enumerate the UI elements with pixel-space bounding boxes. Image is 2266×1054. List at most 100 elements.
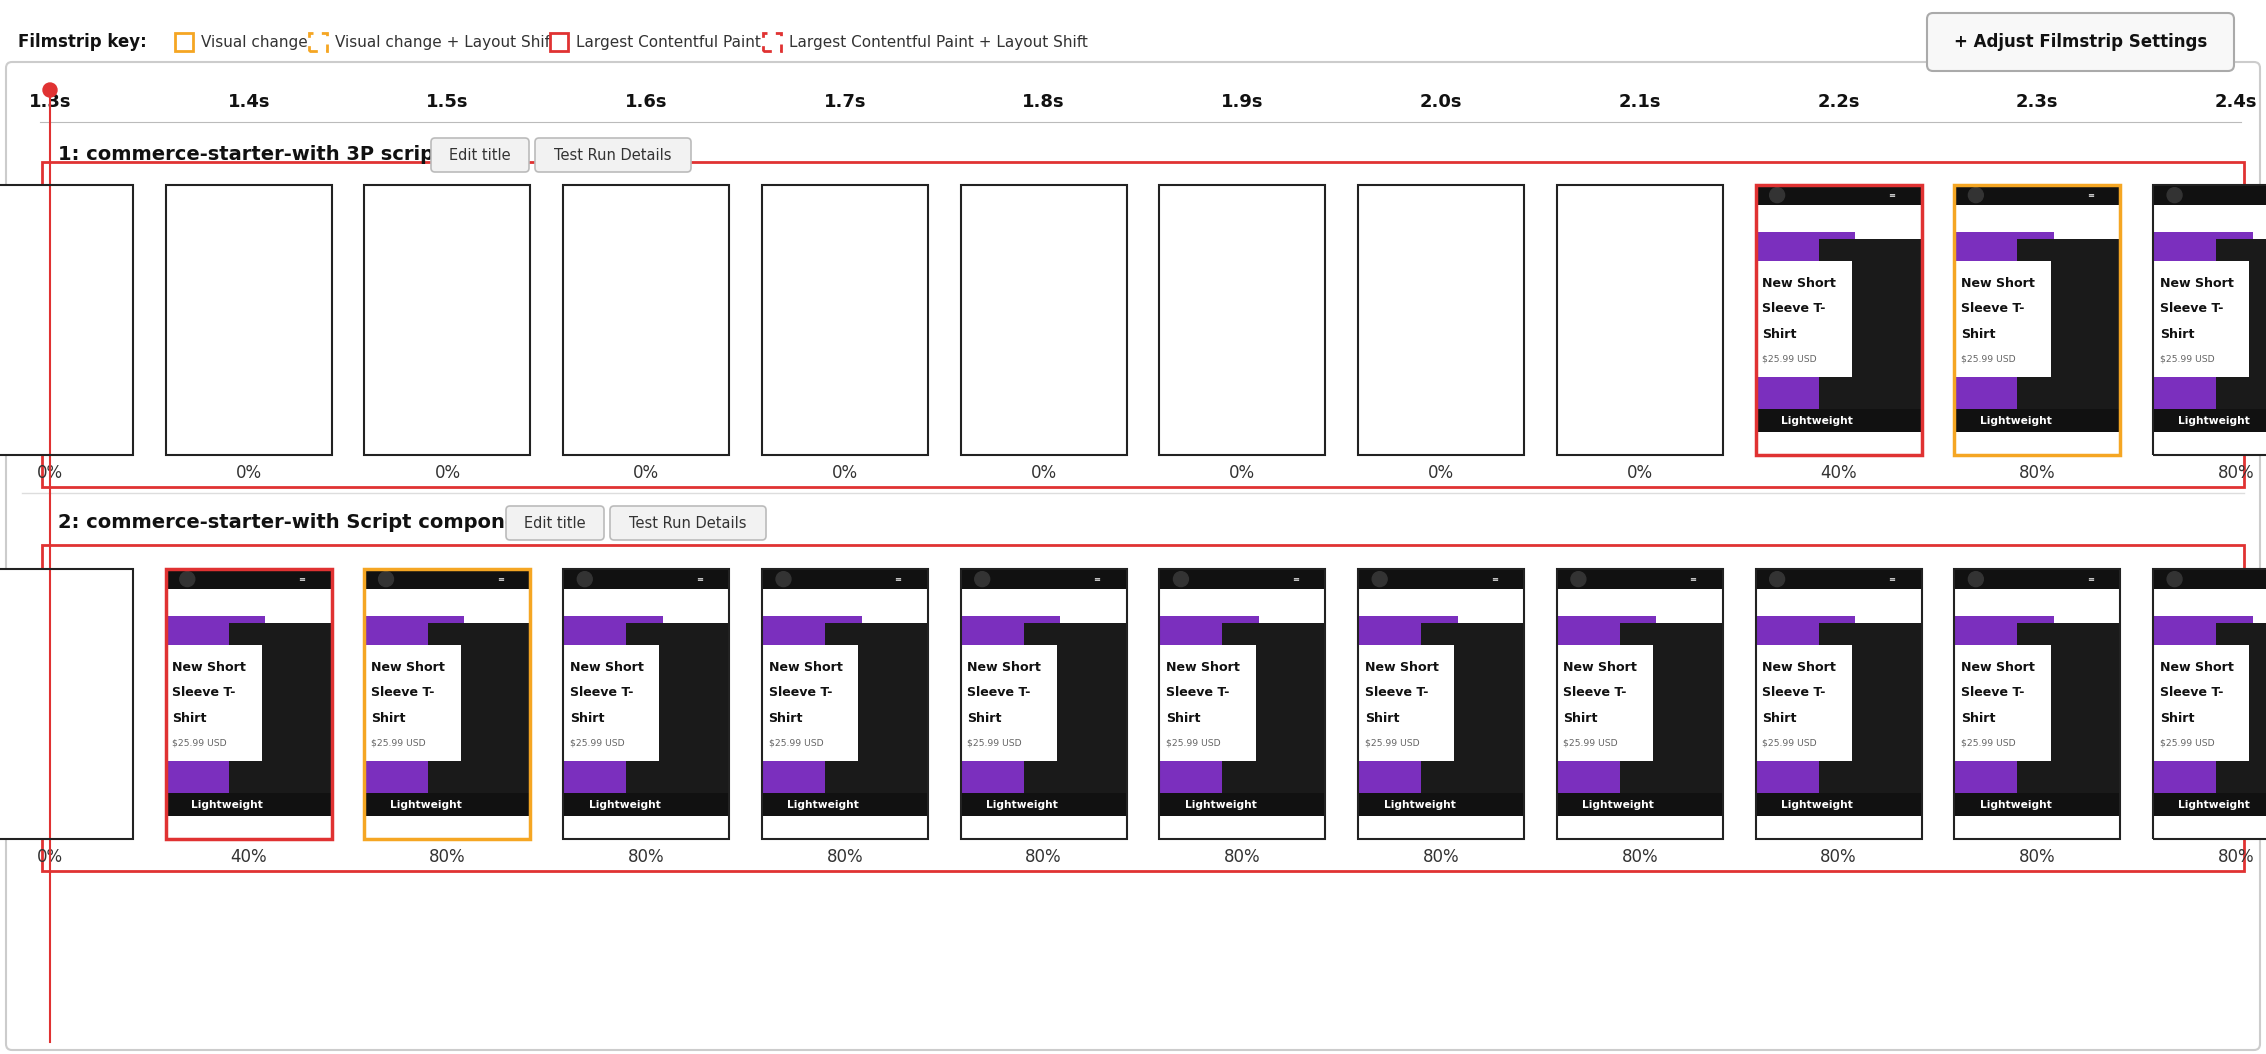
Text: 80%: 80%: [428, 848, 467, 866]
Text: 80%: 80%: [1423, 848, 1459, 866]
Bar: [1756, 186, 1922, 455]
Text: Sleeve T-: Sleeve T-: [1364, 686, 1428, 700]
Circle shape: [578, 571, 591, 587]
Text: Sleeve T-: Sleeve T-: [172, 686, 236, 700]
Text: 1.5s: 1.5s: [426, 93, 469, 111]
Bar: [165, 186, 331, 455]
Bar: [1024, 623, 1126, 806]
Text: Largest Contentful Paint + Layout Shift: Largest Contentful Paint + Layout Shift: [789, 35, 1088, 50]
Text: ≡: ≡: [1491, 574, 1498, 584]
Circle shape: [1969, 571, 1983, 587]
Text: Test Run Details: Test Run Details: [630, 515, 748, 530]
Bar: [1953, 569, 2121, 839]
Bar: [961, 569, 1126, 839]
Circle shape: [974, 571, 990, 587]
Text: 0%: 0%: [36, 848, 63, 866]
Text: 2.0s: 2.0s: [1421, 93, 1462, 111]
Text: $25.99 USD: $25.99 USD: [1763, 738, 1817, 747]
Bar: [1756, 569, 1922, 589]
Bar: [1357, 569, 1525, 589]
Bar: [365, 569, 530, 839]
Text: New Short: New Short: [569, 661, 644, 674]
Text: Shirt: Shirt: [1960, 328, 1996, 341]
Text: 1.4s: 1.4s: [227, 93, 270, 111]
Bar: [1756, 793, 1922, 816]
Bar: [564, 186, 730, 455]
Text: 40%: 40%: [1820, 464, 1856, 482]
FancyBboxPatch shape: [431, 138, 528, 172]
Bar: [961, 186, 1126, 455]
Bar: [1953, 793, 2121, 816]
Text: 1.8s: 1.8s: [1022, 93, 1065, 111]
Circle shape: [1570, 571, 1586, 587]
Text: Shirt: Shirt: [768, 713, 802, 725]
Bar: [1953, 232, 2053, 432]
Text: New Short: New Short: [172, 661, 247, 674]
Bar: [961, 793, 1126, 816]
Bar: [551, 33, 569, 51]
Text: Lightweight: Lightweight: [1781, 415, 1854, 426]
Text: 0%: 0%: [632, 464, 659, 482]
Text: New Short: New Short: [1763, 277, 1835, 290]
Text: Lightweight: Lightweight: [1781, 800, 1854, 809]
Bar: [1557, 569, 1722, 589]
Bar: [1160, 617, 1260, 816]
Text: Visual change + Layout Shift: Visual change + Layout Shift: [335, 35, 555, 50]
Bar: [0, 186, 134, 455]
Bar: [1953, 186, 2121, 206]
Bar: [1357, 617, 1457, 816]
Text: ≡: ≡: [299, 574, 306, 584]
Bar: [1557, 645, 1654, 761]
Bar: [1953, 260, 2051, 376]
Text: Lightweight: Lightweight: [1185, 800, 1258, 809]
Bar: [1756, 409, 1922, 432]
Text: 2.1s: 2.1s: [1618, 93, 1661, 111]
Text: New Short: New Short: [372, 661, 444, 674]
Text: Largest Contentful Paint: Largest Contentful Paint: [576, 35, 761, 50]
Text: Lightweight: Lightweight: [190, 800, 263, 809]
Text: Shirt: Shirt: [1167, 713, 1201, 725]
Text: ≡: ≡: [2087, 574, 2094, 584]
Text: ≡: ≡: [1888, 574, 1894, 584]
Circle shape: [775, 571, 791, 587]
Bar: [1953, 186, 2121, 455]
Circle shape: [2166, 188, 2182, 202]
Text: 2: commerce-starter-with Script component: 2: commerce-starter-with Script componen…: [59, 513, 542, 532]
Bar: [1756, 569, 1922, 839]
Text: Filmstrip key:: Filmstrip key:: [18, 33, 147, 51]
Bar: [564, 186, 730, 455]
Text: New Short: New Short: [1960, 661, 2035, 674]
Text: New Short: New Short: [1167, 661, 1240, 674]
Bar: [165, 569, 331, 839]
Text: Shirt: Shirt: [569, 713, 605, 725]
Bar: [1357, 186, 1525, 455]
Text: ≡: ≡: [1888, 191, 1894, 199]
Circle shape: [43, 83, 57, 97]
Text: $25.99 USD: $25.99 USD: [1960, 738, 2014, 747]
Text: 2.3s: 2.3s: [2017, 93, 2058, 111]
Text: Shirt: Shirt: [968, 713, 1002, 725]
Bar: [1357, 186, 1525, 455]
Bar: [1953, 617, 2053, 816]
Text: Lightweight: Lightweight: [1980, 800, 2051, 809]
Bar: [1357, 569, 1525, 839]
Bar: [1756, 617, 1856, 816]
Text: $25.99 USD: $25.99 USD: [569, 738, 625, 747]
Text: Shirt: Shirt: [2159, 713, 2193, 725]
Bar: [2153, 617, 2252, 816]
Text: 1.6s: 1.6s: [625, 93, 668, 111]
Text: New Short: New Short: [1763, 661, 1835, 674]
Text: 1.3s: 1.3s: [29, 93, 70, 111]
Circle shape: [1969, 188, 1983, 202]
Text: $25.99 USD: $25.99 USD: [1763, 354, 1817, 364]
Text: 1.9s: 1.9s: [1221, 93, 1264, 111]
Text: Lightweight: Lightweight: [2178, 415, 2250, 426]
Text: 80%: 80%: [2019, 848, 2055, 866]
Text: New Short: New Short: [2159, 661, 2234, 674]
Bar: [1820, 623, 1922, 806]
Circle shape: [378, 571, 394, 587]
Bar: [165, 617, 265, 816]
Text: $25.99 USD: $25.99 USD: [372, 738, 426, 747]
Text: Lightweight: Lightweight: [1385, 800, 1455, 809]
Bar: [2153, 793, 2266, 816]
